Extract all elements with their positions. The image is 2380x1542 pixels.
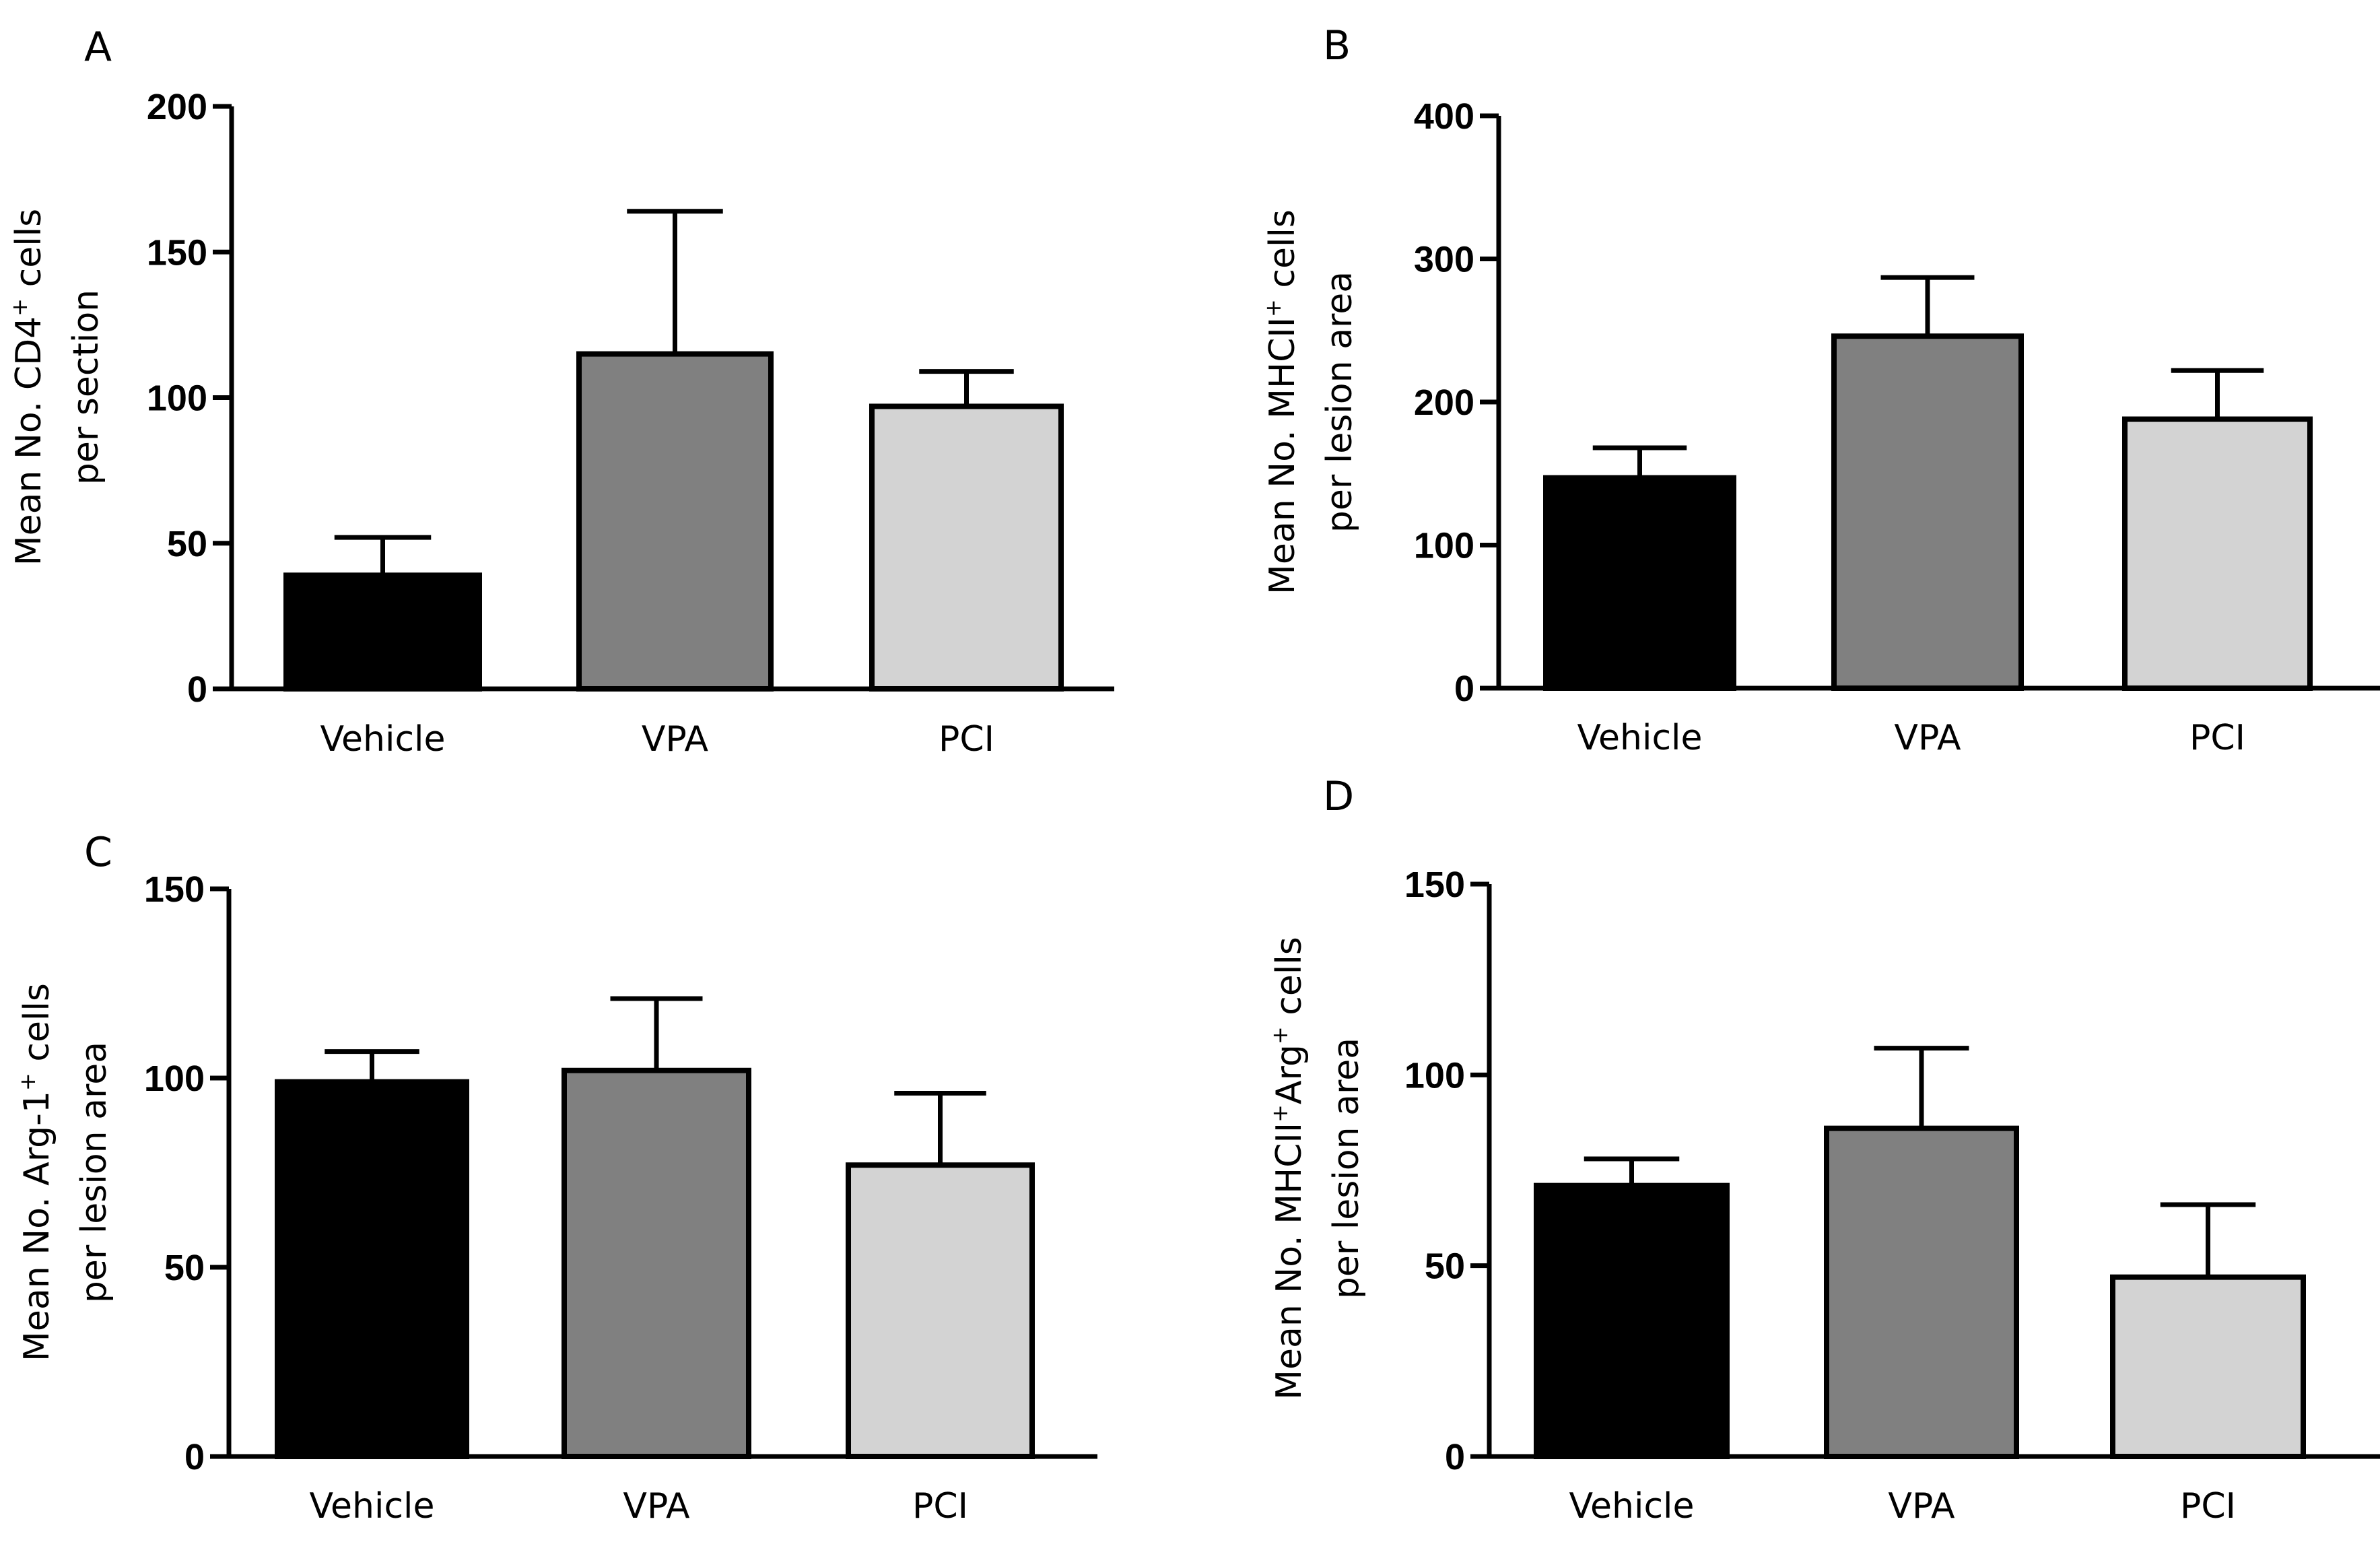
- y-tick-label: 300: [1414, 240, 1474, 280]
- y-axis-title-line2: per section: [66, 290, 106, 485]
- category-label-vehicle: Vehicle: [1569, 1486, 1695, 1527]
- panel-d: D Vehicle VPA PCI 0 50 100 150 Mean No. MHCII+Ar…: [1267, 773, 2380, 1527]
- y-axis-title-line1: Mean No. CD4+ cells: [7, 209, 49, 566]
- y-axis-title-line1: Mean No. MHCII+Arg+ cells: [1267, 937, 1310, 1400]
- category-label-pci: PCI: [912, 1486, 968, 1527]
- y-axis-title-line2: per lesion area: [1320, 271, 1360, 533]
- category-label-vpa: VPA: [1894, 718, 1961, 758]
- category-label-pci: PCI: [2180, 1486, 2236, 1527]
- y-axis-title-line1: Mean No. MHCII+ cells: [1260, 209, 1303, 595]
- category-label-vpa: VPA: [642, 719, 709, 760]
- y-tick-label: 0: [1445, 1437, 1465, 1477]
- panel-a: A Vehicle VPA PCI 0 50 100 150 200 Mean No. CD4+ …: [7, 24, 1114, 760]
- y-axis-title-line1: Mean No. Arg-1+ cells: [15, 983, 57, 1362]
- y-tick-label: 150: [147, 232, 207, 273]
- bar-pci: [846, 1162, 1035, 1459]
- y-tick-label: 100: [147, 378, 207, 419]
- y-axis-title-line2: per lesion area: [1326, 1038, 1367, 1299]
- panel-letter: D: [1323, 773, 1354, 820]
- category-label-vpa: VPA: [1888, 1486, 1955, 1527]
- y-tick-label: 100: [1404, 1055, 1465, 1096]
- bar-vpa: [562, 1067, 751, 1459]
- y-tick-label: 50: [164, 1248, 205, 1288]
- category-label-vehicle: Vehicle: [320, 719, 446, 760]
- bar-vpa: [1824, 1125, 2019, 1459]
- category-label-vehicle: Vehicle: [310, 1486, 435, 1527]
- bar-vehicle: [283, 572, 482, 692]
- y-axis-title-line2: per lesion area: [74, 1042, 114, 1303]
- y-tick-label: 150: [1404, 865, 1465, 905]
- y-tick-label: 0: [184, 1437, 205, 1477]
- bar-pci: [2122, 416, 2313, 691]
- y-tick-label: 50: [1425, 1246, 1465, 1287]
- panel-b: B Vehicle VPA PCI 0 100 200 300 400 Mean No. MHCI…: [1260, 22, 2380, 758]
- y-tick-label: 0: [187, 669, 207, 710]
- bar-vehicle: [1534, 1182, 1730, 1459]
- y-tick-label: 200: [147, 87, 207, 127]
- panel-letter: A: [84, 24, 112, 71]
- bar-pci: [869, 403, 1064, 692]
- y-tick-label: 50: [167, 524, 207, 564]
- y-tick-label: 100: [144, 1059, 205, 1099]
- category-label-pci: PCI: [2189, 718, 2245, 758]
- bar-vehicle: [1543, 475, 1736, 691]
- panel-letter: C: [84, 829, 112, 876]
- bar-vpa: [1831, 333, 2024, 691]
- category-label-vpa: VPA: [623, 1486, 690, 1527]
- y-tick-label: 150: [144, 869, 205, 910]
- category-label-pci: PCI: [939, 719, 994, 760]
- category-label-vehicle: Vehicle: [1577, 718, 1703, 758]
- y-tick-label: 100: [1414, 526, 1474, 566]
- y-tick-label: 400: [1414, 96, 1474, 137]
- y-tick-label: 200: [1414, 382, 1474, 423]
- bar-vehicle: [275, 1079, 469, 1459]
- bar-vpa: [576, 351, 774, 692]
- panel-c: C Vehicle VPA PCI 0 50 100 150 Mean No. Arg-1+ c…: [15, 829, 1097, 1527]
- y-tick-label: 0: [1454, 669, 1474, 709]
- bar-pci: [2110, 1274, 2306, 1459]
- panel-letter: B: [1323, 22, 1351, 69]
